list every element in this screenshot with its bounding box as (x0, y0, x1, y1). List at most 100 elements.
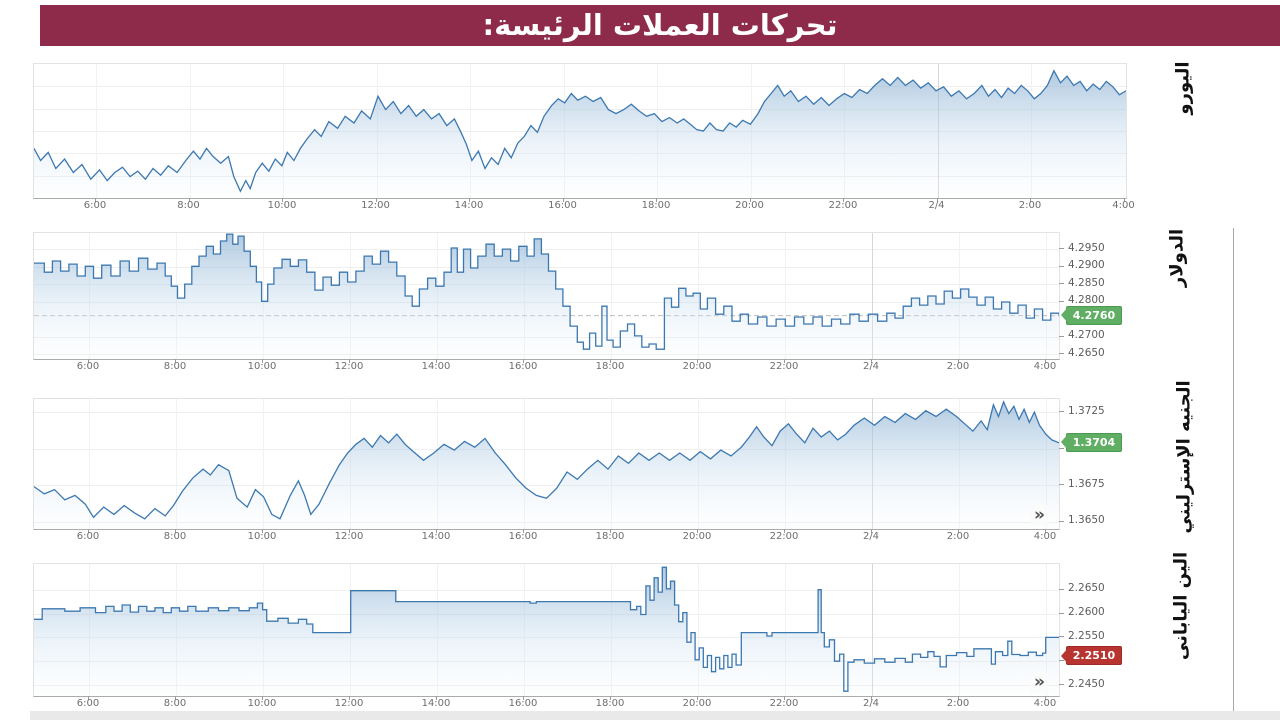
x-axis-label: 2/4 (862, 698, 880, 709)
y-axis-label: 2.2650 (1068, 582, 1105, 595)
gridline-vertical (189, 64, 191, 198)
x-axis-label: 2:00 (946, 698, 970, 709)
x-axis-tickmark (349, 359, 350, 363)
currency-label-dollar: الدولار (1166, 228, 1188, 288)
gridline-vertical (524, 399, 525, 529)
y-axis-label: 4.2850 (1068, 276, 1105, 289)
gridline-vertical (785, 233, 786, 359)
gridline-vertical (698, 564, 699, 696)
y-axis-label: 4.2950 (1068, 241, 1105, 254)
x-axis-tickmark (784, 696, 785, 700)
plot-area-pound: » (33, 398, 1060, 530)
x-axis-tickmark (562, 198, 564, 202)
x-axis-labels: 6:00 8:00 10:00 12:00 14:00 16:00 18:00 20:00 22… (33, 531, 1076, 547)
x-axis-label: 4:00 (1033, 361, 1057, 372)
current-price-badge-yen: 2.2510 (1066, 646, 1122, 666)
x-axis-labels: 6:00 8:00 10:00 12:00 14:00 16:00 18:00 20:00 22… (33, 200, 1143, 216)
gridline-vertical (1046, 233, 1047, 359)
x-axis-tickmark (95, 198, 96, 202)
x-axis-label: 4:00 (1112, 200, 1135, 211)
gridline-vertical (263, 233, 264, 359)
y-axis-tickmark (1059, 353, 1064, 355)
x-axis-tickmark (262, 696, 263, 700)
x-axis-label: 12:00 (334, 698, 364, 709)
gridline-vertical (263, 399, 264, 529)
y-axis-tickmark (1059, 265, 1064, 267)
x-axis-label: 22:00 (828, 200, 858, 211)
x-axis-tickmark (656, 198, 657, 202)
y-axis-label: 2.2450 (1068, 677, 1105, 690)
y-axis-tickmark (1059, 300, 1064, 302)
x-axis-label: 14:00 (421, 531, 451, 542)
x-axis-label: 16:00 (508, 361, 538, 372)
x-axis-tickmark (871, 529, 872, 533)
area-fill (34, 401, 1059, 529)
gridline-horizontal (34, 589, 1059, 591)
x-axis-tickmark (262, 359, 263, 363)
price-line (34, 233, 1059, 350)
gridline-vertical (959, 564, 960, 696)
x-axis-tickmark (469, 198, 470, 202)
y-axis-label: 4.2800 (1068, 294, 1105, 307)
x-axis-label: 6:00 (76, 361, 100, 372)
y-axis-tickmark (1059, 636, 1064, 638)
x-axis-tickmark (175, 359, 176, 363)
x-axis-tickmark (936, 198, 938, 202)
y-axis-tickmark (1059, 411, 1064, 413)
x-axis-tickmark (784, 529, 785, 533)
x-axis-tickmark (88, 696, 89, 700)
scroll-to-latest-button[interactable]: » (1030, 672, 1049, 693)
y-axis-tickmark (1059, 335, 1064, 337)
x-axis-label: 20:00 (682, 361, 712, 372)
gridline-vertical (785, 564, 786, 696)
x-axis-tickmark (88, 359, 89, 363)
x-axis-tickmark (610, 696, 611, 700)
y-axis-tickmark (1059, 520, 1064, 522)
price-series-svg-dollar (34, 233, 1059, 359)
x-axis-label: 14:00 (454, 200, 484, 211)
plot-area-dollar (33, 232, 1060, 360)
y-axis-label: 4.2650 (1068, 346, 1105, 359)
x-axis-tickmark (697, 696, 698, 700)
x-axis-label: 16:00 (508, 698, 538, 709)
x-axis-tickmark (1030, 198, 1031, 202)
x-axis-label: 8:00 (163, 698, 187, 709)
y-axis-label: 1.3675 (1068, 477, 1105, 490)
x-axis-label: 2:00 (1018, 200, 1042, 211)
x-axis-label: 12:00 (334, 531, 364, 542)
x-axis-tickmark (523, 696, 524, 700)
x-axis-label: 20:00 (735, 200, 764, 211)
x-axis-label: 14:00 (421, 361, 451, 372)
gridline-vertical (89, 399, 90, 529)
price-series-svg-yen (34, 566, 1059, 696)
scroll-to-latest-button[interactable]: » (1030, 505, 1049, 526)
x-axis-label: 6:00 (76, 698, 100, 709)
x-axis-tickmark (1045, 529, 1046, 533)
x-axis-label: 20:00 (682, 531, 712, 542)
y-axis-label: 4.2700 (1068, 329, 1105, 342)
x-axis-tickmark (697, 359, 698, 363)
x-axis-label: 6:00 (83, 200, 107, 211)
x-axis-label: 18:00 (595, 361, 625, 372)
x-axis-tickmark (436, 359, 437, 363)
y-axis-tickmark (1059, 283, 1064, 285)
plot-area-euro (33, 63, 1127, 199)
gridline-vertical (176, 399, 177, 529)
y-axis-label: 4.2900 (1068, 259, 1105, 272)
x-axis-label: 4:00 (1033, 698, 1057, 709)
x-axis-label: 20:00 (682, 698, 712, 709)
x-axis-label: 2:00 (946, 361, 970, 372)
x-axis-tickmark (375, 198, 377, 202)
gridline-vertical (470, 64, 471, 198)
current-price-badge-dollar: 4.2760 (1066, 305, 1122, 325)
gridline-horizontal (34, 485, 1059, 487)
price-line (34, 69, 1126, 193)
x-axis-label: 18:00 (641, 200, 671, 211)
currency-label-pound: الجنيه الإسترليني (1173, 380, 1195, 534)
x-axis-label: 10:00 (267, 200, 297, 211)
y-axis-tickmark (1059, 588, 1064, 590)
y-axis-label: 2.2550 (1068, 629, 1105, 642)
plot-area-yen: » (33, 563, 1060, 697)
x-axis-label: 12:00 (361, 200, 390, 211)
